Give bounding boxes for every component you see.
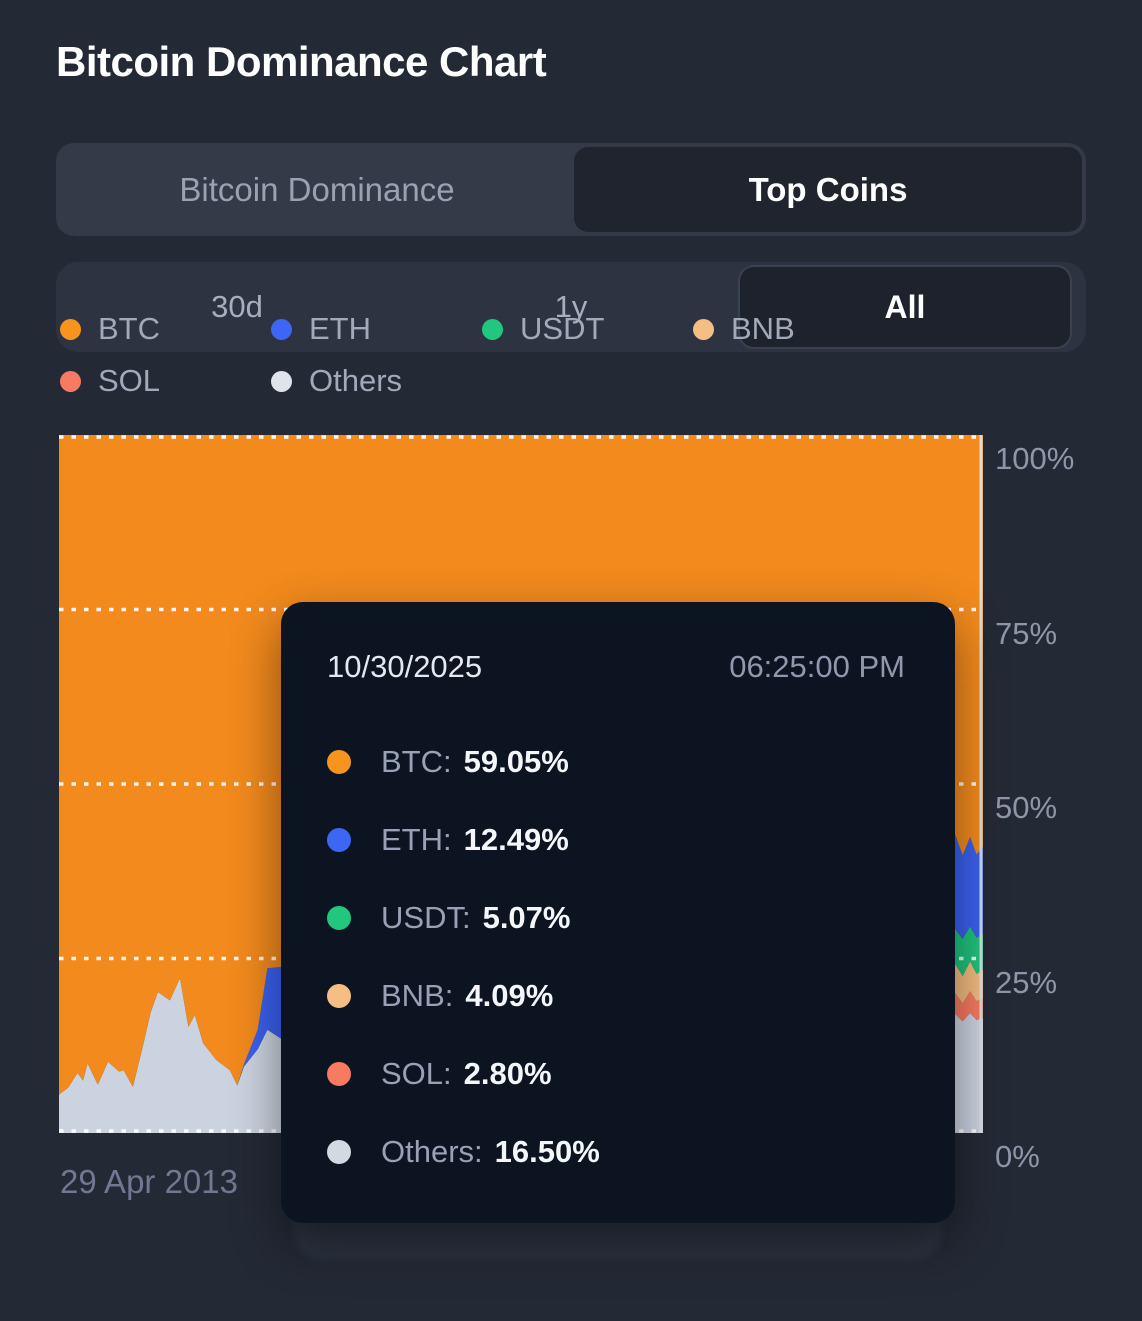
y-tick-25: 25%	[995, 964, 1058, 1000]
sol-legend-dot-icon	[60, 370, 81, 392]
btc-legend-dot-icon	[60, 318, 81, 340]
tooltip-coin-value: 5.07%	[482, 900, 571, 935]
tooltip-coin-value: 16.50%	[494, 1134, 600, 1169]
tab-top-coins[interactable]: Top Coins	[574, 147, 1082, 232]
tooltip-row-sol: SOL: 2.80%	[327, 1054, 905, 1094]
legend-label: BTC	[98, 311, 160, 346]
tooltip-date: 10/30/2025	[327, 649, 483, 684]
legend-item-usdt[interactable]: USDT	[482, 311, 604, 347]
legend-label: BNB	[731, 311, 795, 346]
tooltip-row-usdt: USDT: 5.07%	[327, 898, 905, 938]
y-tick-0: 0%	[995, 1139, 1040, 1174]
range-30d[interactable]: 30d	[211, 289, 263, 324]
tooltip-coin-label: Others:	[381, 1134, 483, 1169]
legend-item-others[interactable]: Others	[271, 363, 402, 399]
tooltip-coin-value: 2.80%	[463, 1056, 552, 1091]
tooltip-coin-value: 4.09%	[465, 978, 554, 1013]
legend-label: ETH	[309, 311, 371, 346]
usdt-legend-dot-icon	[482, 318, 503, 340]
legend-item-bnb[interactable]: BNB	[693, 311, 795, 347]
tooltip-coin-label: USDT:	[381, 900, 471, 935]
tooltip-row-bnb: BNB: 4.09%	[327, 976, 905, 1016]
y-tick-50: 50%	[995, 790, 1058, 825]
x-axis-label: 29 Apr 2013	[60, 1163, 238, 1200]
tooltip-coin-label: BTC:	[381, 744, 452, 779]
legend-label: USDT	[520, 311, 605, 346]
legend-label: Others	[309, 363, 403, 398]
legend-item-sol[interactable]: SOL	[60, 363, 160, 399]
tooltip-coin-value: 59.05%	[463, 744, 569, 779]
tooltip-coin-value: 12.49%	[463, 822, 569, 857]
tooltip-time: 06:25:00 PM	[729, 649, 905, 684]
tooltip-row-eth: ETH: 12.49%	[327, 820, 905, 860]
legend-item-btc[interactable]: BTC	[60, 311, 160, 347]
tooltip-header: 10/30/2025 06:25:00 PM	[327, 647, 905, 687]
time-range-selector: 30d 1y All	[56, 262, 1086, 352]
others-legend-dot-icon	[271, 370, 292, 392]
sol-dot-icon	[327, 1062, 351, 1086]
chart-tooltip: 10/30/2025 06:25:00 PM BTC: 59.05% ETH: 12.…	[281, 602, 955, 1223]
range-all[interactable]: All	[738, 265, 1072, 349]
tooltip-coin-label: BNB:	[381, 978, 454, 1013]
tooltip-row-btc: BTC: 59.05%	[327, 742, 905, 782]
tab-bitcoin-dominance[interactable]: Bitcoin Dominance	[179, 170, 455, 208]
range-1y[interactable]: 1y	[554, 289, 588, 324]
eth-legend-dot-icon	[271, 318, 292, 340]
tooltip-coin-label: ETH:	[381, 822, 452, 857]
legend-label: SOL	[98, 363, 161, 398]
eth-dot-icon	[327, 828, 351, 852]
chart-type-tabs: Bitcoin Dominance Top Coins	[56, 143, 1086, 236]
y-tick-75: 75%	[995, 615, 1058, 651]
legend-item-eth[interactable]: ETH	[271, 311, 371, 347]
page-title: Bitcoin Dominance Chart	[56, 38, 547, 85]
others-dot-icon	[327, 1140, 351, 1164]
tooltip-coin-label: SOL:	[381, 1056, 452, 1091]
bnb-dot-icon	[327, 984, 351, 1008]
usdt-dot-icon	[327, 906, 351, 930]
y-tick-100: 100%	[995, 441, 1075, 476]
btc-dot-icon	[327, 750, 351, 774]
bnb-legend-dot-icon	[693, 318, 714, 340]
tooltip-rows: BTC: 59.05% ETH: 12.49% USDT: 5.07% BNB: 4.09% S…	[327, 742, 905, 1172]
tooltip-row-others: Others: 16.50%	[327, 1132, 905, 1172]
